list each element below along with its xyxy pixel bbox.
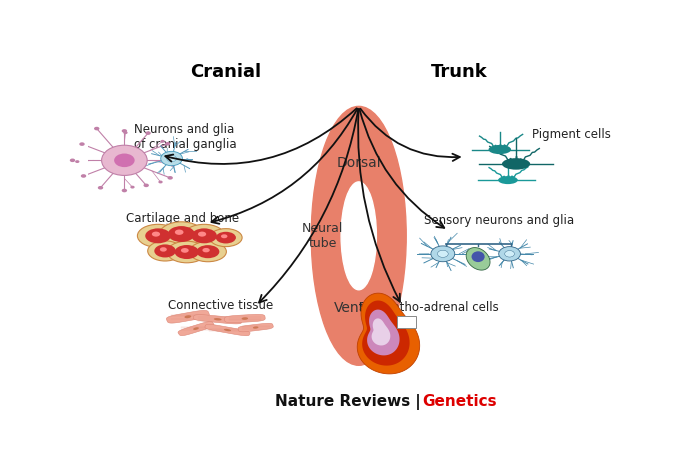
Ellipse shape <box>152 232 160 237</box>
Text: Genetics: Genetics <box>422 395 497 410</box>
Ellipse shape <box>202 248 210 252</box>
Ellipse shape <box>168 226 195 242</box>
Ellipse shape <box>190 241 226 262</box>
Text: Sensory neurons and glia: Sensory neurons and glia <box>424 214 574 227</box>
Ellipse shape <box>198 232 206 237</box>
Text: Dorsal: Dorsal <box>337 156 381 170</box>
Polygon shape <box>178 322 214 336</box>
Ellipse shape <box>181 248 189 253</box>
Text: Cranial: Cranial <box>190 63 261 81</box>
Ellipse shape <box>160 222 203 246</box>
Ellipse shape <box>154 244 176 257</box>
Ellipse shape <box>209 229 242 247</box>
Ellipse shape <box>160 247 167 252</box>
Ellipse shape <box>161 151 183 166</box>
Ellipse shape <box>130 186 134 189</box>
Ellipse shape <box>146 131 150 135</box>
Ellipse shape <box>165 142 170 146</box>
Ellipse shape <box>489 145 511 154</box>
Ellipse shape <box>185 315 191 318</box>
Ellipse shape <box>123 131 127 134</box>
Polygon shape <box>238 323 273 332</box>
Ellipse shape <box>148 241 183 261</box>
Ellipse shape <box>102 145 147 176</box>
Ellipse shape <box>94 127 99 130</box>
Text: Neurons and glia
of cranial ganglia: Neurons and glia of cranial ganglia <box>134 122 236 150</box>
Ellipse shape <box>114 154 134 167</box>
Ellipse shape <box>158 181 162 184</box>
Ellipse shape <box>191 228 217 243</box>
Ellipse shape <box>216 232 236 243</box>
Polygon shape <box>357 293 420 374</box>
Ellipse shape <box>498 247 520 261</box>
Ellipse shape <box>224 329 231 331</box>
Polygon shape <box>367 310 400 355</box>
Ellipse shape <box>241 317 248 320</box>
Ellipse shape <box>171 164 175 167</box>
Ellipse shape <box>167 241 206 263</box>
Polygon shape <box>362 300 410 366</box>
Ellipse shape <box>122 129 127 133</box>
Text: |: | <box>410 394 426 410</box>
Ellipse shape <box>98 186 103 190</box>
Polygon shape <box>225 314 265 323</box>
Ellipse shape <box>167 176 173 180</box>
Ellipse shape <box>137 224 178 248</box>
Ellipse shape <box>197 245 219 258</box>
Ellipse shape <box>79 142 85 146</box>
Ellipse shape <box>214 318 222 320</box>
Polygon shape <box>205 325 250 336</box>
Text: Connective tissue: Connective tissue <box>168 299 273 312</box>
Text: Cartilage and bone: Cartilage and bone <box>126 212 239 226</box>
Ellipse shape <box>505 251 514 257</box>
Polygon shape <box>466 248 490 270</box>
Ellipse shape <box>145 228 171 243</box>
Ellipse shape <box>75 160 79 163</box>
FancyBboxPatch shape <box>398 316 416 328</box>
Ellipse shape <box>144 184 149 187</box>
Ellipse shape <box>438 250 448 257</box>
Text: Nature Reviews: Nature Reviews <box>275 395 410 410</box>
Polygon shape <box>372 318 391 346</box>
Ellipse shape <box>122 189 127 192</box>
Ellipse shape <box>193 327 199 330</box>
Text: Ventral: Ventral <box>334 301 384 315</box>
Ellipse shape <box>168 158 174 162</box>
Ellipse shape <box>70 158 75 162</box>
Ellipse shape <box>175 245 199 259</box>
Ellipse shape <box>431 246 455 262</box>
Ellipse shape <box>167 156 176 162</box>
Ellipse shape <box>221 234 228 238</box>
Ellipse shape <box>80 174 86 178</box>
Polygon shape <box>167 311 209 323</box>
Ellipse shape <box>253 326 258 329</box>
Ellipse shape <box>502 158 530 170</box>
Text: Sympatho-adrenal cells: Sympatho-adrenal cells <box>358 301 498 313</box>
Text: Neural
tube: Neural tube <box>302 222 344 250</box>
Text: Pigment cells: Pigment cells <box>532 128 611 141</box>
Ellipse shape <box>175 229 183 235</box>
Ellipse shape <box>312 106 406 365</box>
Ellipse shape <box>160 140 164 143</box>
Ellipse shape <box>498 176 518 184</box>
Ellipse shape <box>183 224 225 248</box>
Ellipse shape <box>472 251 484 262</box>
Ellipse shape <box>341 182 377 290</box>
Polygon shape <box>193 315 242 324</box>
Text: Trunk: Trunk <box>430 63 487 81</box>
